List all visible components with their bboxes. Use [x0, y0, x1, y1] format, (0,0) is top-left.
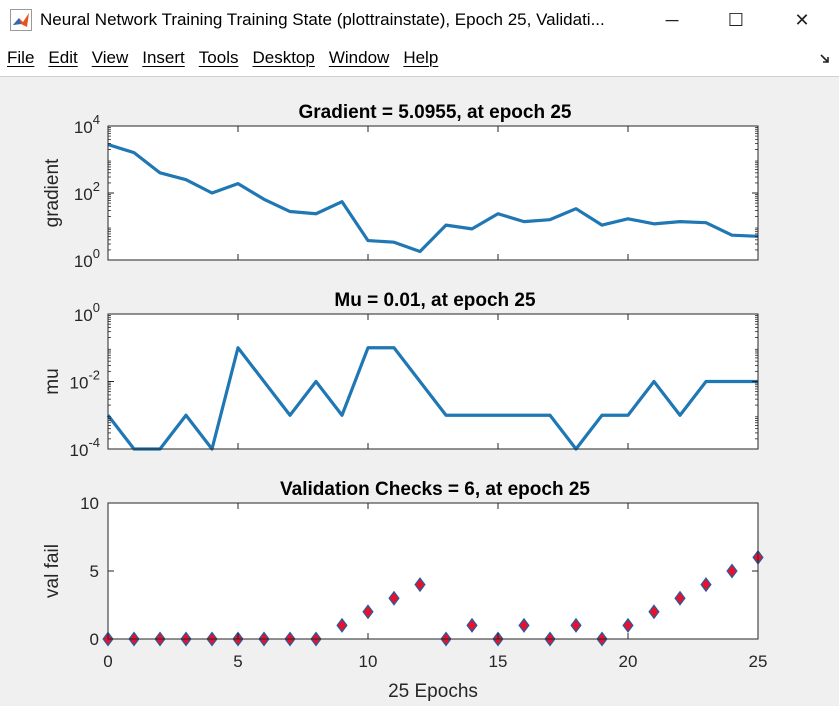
dock-arrow-icon[interactable]	[819, 53, 831, 65]
y-tick-label: 104	[74, 112, 100, 137]
menu-window[interactable]: Window	[328, 48, 390, 67]
x-tick-label: 25	[749, 652, 768, 671]
axes-2: 10-4 10-2 100 Mu = 0.01, at epoch 25 mu	[42, 290, 759, 460]
maximize-button[interactable]: ☐	[704, 0, 768, 40]
data-point	[414, 577, 426, 593]
y-tick-label: 102	[74, 179, 100, 204]
y-tick-label: 100	[74, 246, 100, 271]
data-point	[336, 617, 348, 633]
x-tick-label: 20	[619, 652, 638, 671]
menu-desktop[interactable]: Desktop	[252, 48, 315, 67]
y-tick-label: 100	[74, 300, 100, 325]
minimize-icon: ─	[665, 9, 679, 30]
menu-help[interactable]: Help	[403, 48, 439, 67]
axes-title: Mu = 0.01, at epoch 25	[334, 290, 536, 311]
x-axis-label: 25 Epochs	[388, 681, 478, 702]
y-tick-label: 10	[80, 494, 99, 513]
x-tick-label: 5	[233, 652, 242, 671]
series-line	[106, 346, 758, 451]
series-line	[107, 142, 759, 254]
y-tick-label: 10-2	[70, 368, 100, 393]
y-tick-label: 5	[90, 562, 99, 581]
x-tick-label: 0	[103, 652, 112, 671]
data-point	[726, 563, 738, 579]
data-point	[700, 577, 712, 593]
x-tick-label: 10	[359, 652, 378, 671]
data-point	[648, 604, 660, 620]
axes-title: Validation Checks = 6, at epoch 25	[280, 479, 590, 500]
data-point	[570, 617, 582, 633]
axes-1: 100 102 104 Gradient = 5.0955, at epoch 25 g…	[42, 102, 759, 271]
data-point	[622, 617, 634, 633]
close-icon: ✕	[794, 9, 810, 30]
x-tick-label: 15	[489, 652, 508, 671]
window-title: Neural Network Training Training State (…	[40, 10, 605, 29]
y-axis-label: gradient	[42, 158, 63, 227]
y-axis-label: mu	[42, 368, 63, 394]
plot-area	[108, 314, 758, 449]
data-point	[362, 604, 374, 620]
window-titlebar: Neural Network Training Training State (…	[0, 0, 839, 40]
y-tick-label: 10-4	[70, 435, 100, 460]
plot-area	[108, 503, 758, 639]
menu-file[interactable]: File	[7, 48, 35, 67]
menu-edit[interactable]: Edit	[48, 48, 78, 67]
data-point	[518, 617, 530, 633]
maximize-icon: ☐	[727, 9, 745, 30]
menu-view[interactable]: View	[91, 48, 129, 67]
minimize-button[interactable]: ─	[640, 0, 704, 40]
matlab-icon	[10, 9, 32, 31]
data-point	[466, 617, 478, 633]
axes-3: 0 5 10 0 5 10 15 20 25 Validation Checks = 6, at …	[42, 479, 767, 702]
menu-insert[interactable]: Insert	[142, 48, 185, 67]
y-tick-label: 0	[90, 630, 99, 649]
data-point	[674, 590, 686, 606]
close-button[interactable]: ✕	[770, 0, 834, 40]
data-point	[388, 590, 400, 606]
y-axis-label: val fail	[42, 544, 63, 598]
menu-tools[interactable]: Tools	[198, 48, 239, 67]
axes-title: Gradient = 5.0955, at epoch 25	[299, 102, 572, 123]
menu-bar: File Edit View Insert Tools Desktop Wind…	[0, 40, 839, 77]
